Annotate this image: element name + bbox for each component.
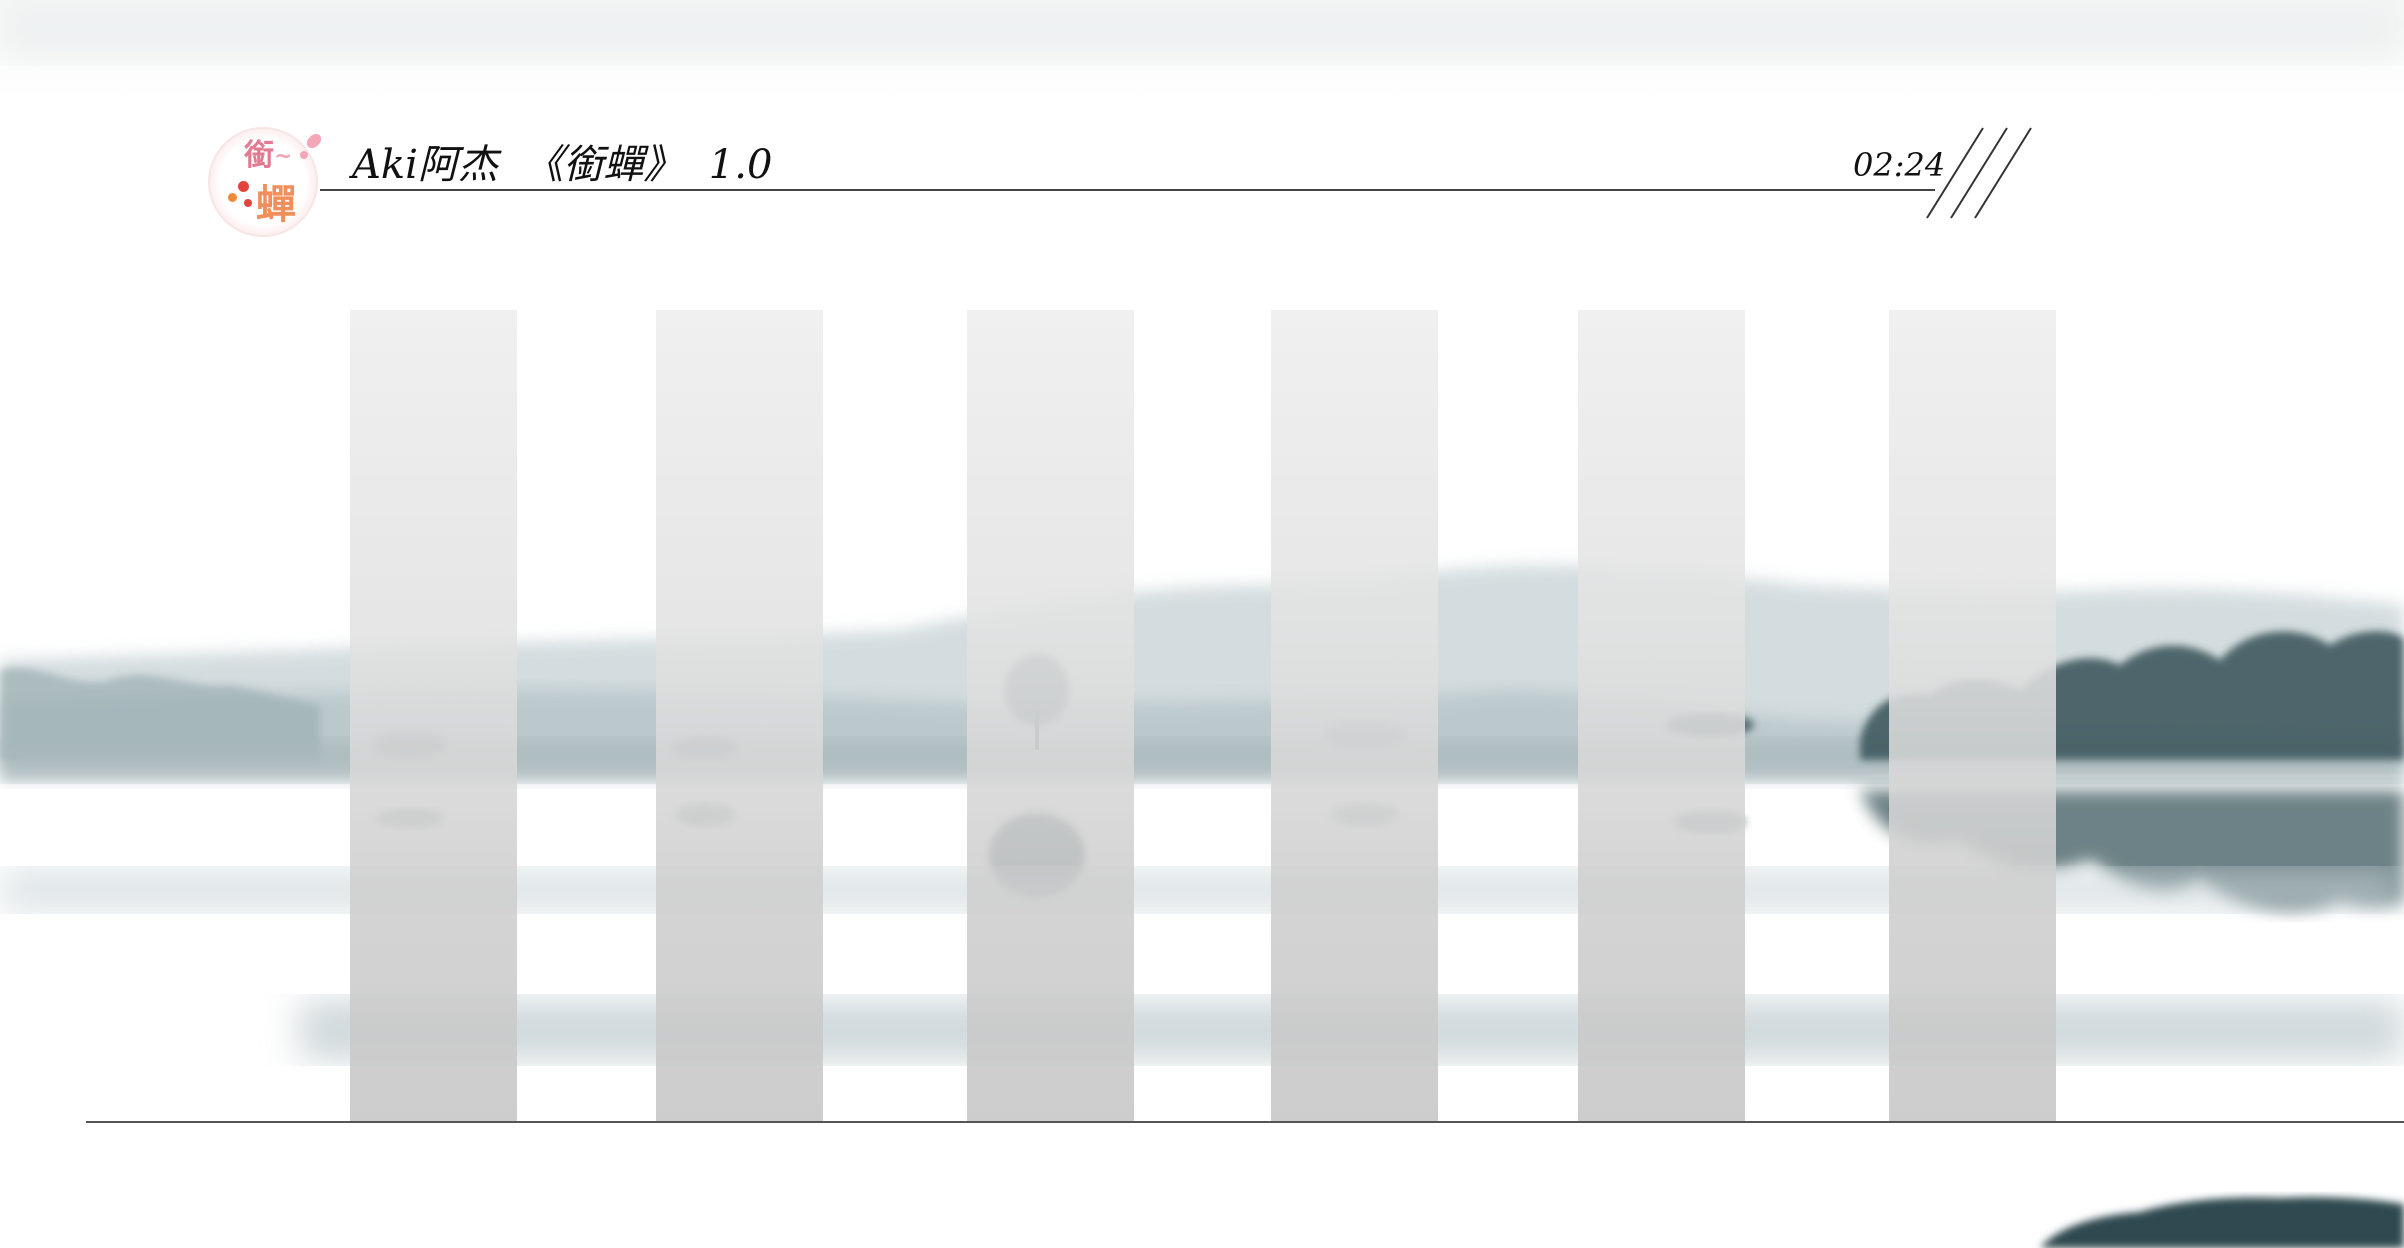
playback-time: 02:24 [1853,146,1946,184]
visualizer-bar [1271,310,1438,1122]
visualizer-bar [656,310,823,1122]
logo-char-1: 銜 [244,138,274,173]
visualizer-bar [967,310,1134,1122]
slash-decoration-icon [1926,127,2032,219]
visualizer-bar [1578,310,1745,1122]
header-divider [320,189,1935,191]
visualizer-bar [1889,310,2056,1122]
visualizer-baseline [86,1121,2404,1123]
visualizer-bar [350,310,517,1122]
track-title: Aki阿杰 《銜蟬》 1.0 [352,142,773,188]
cat-seal-logo-icon: 銜 ~ 蟬 [208,127,324,237]
logo-char-3: 蟬 [256,181,296,228]
logo-char-2: ~ [274,143,293,169]
